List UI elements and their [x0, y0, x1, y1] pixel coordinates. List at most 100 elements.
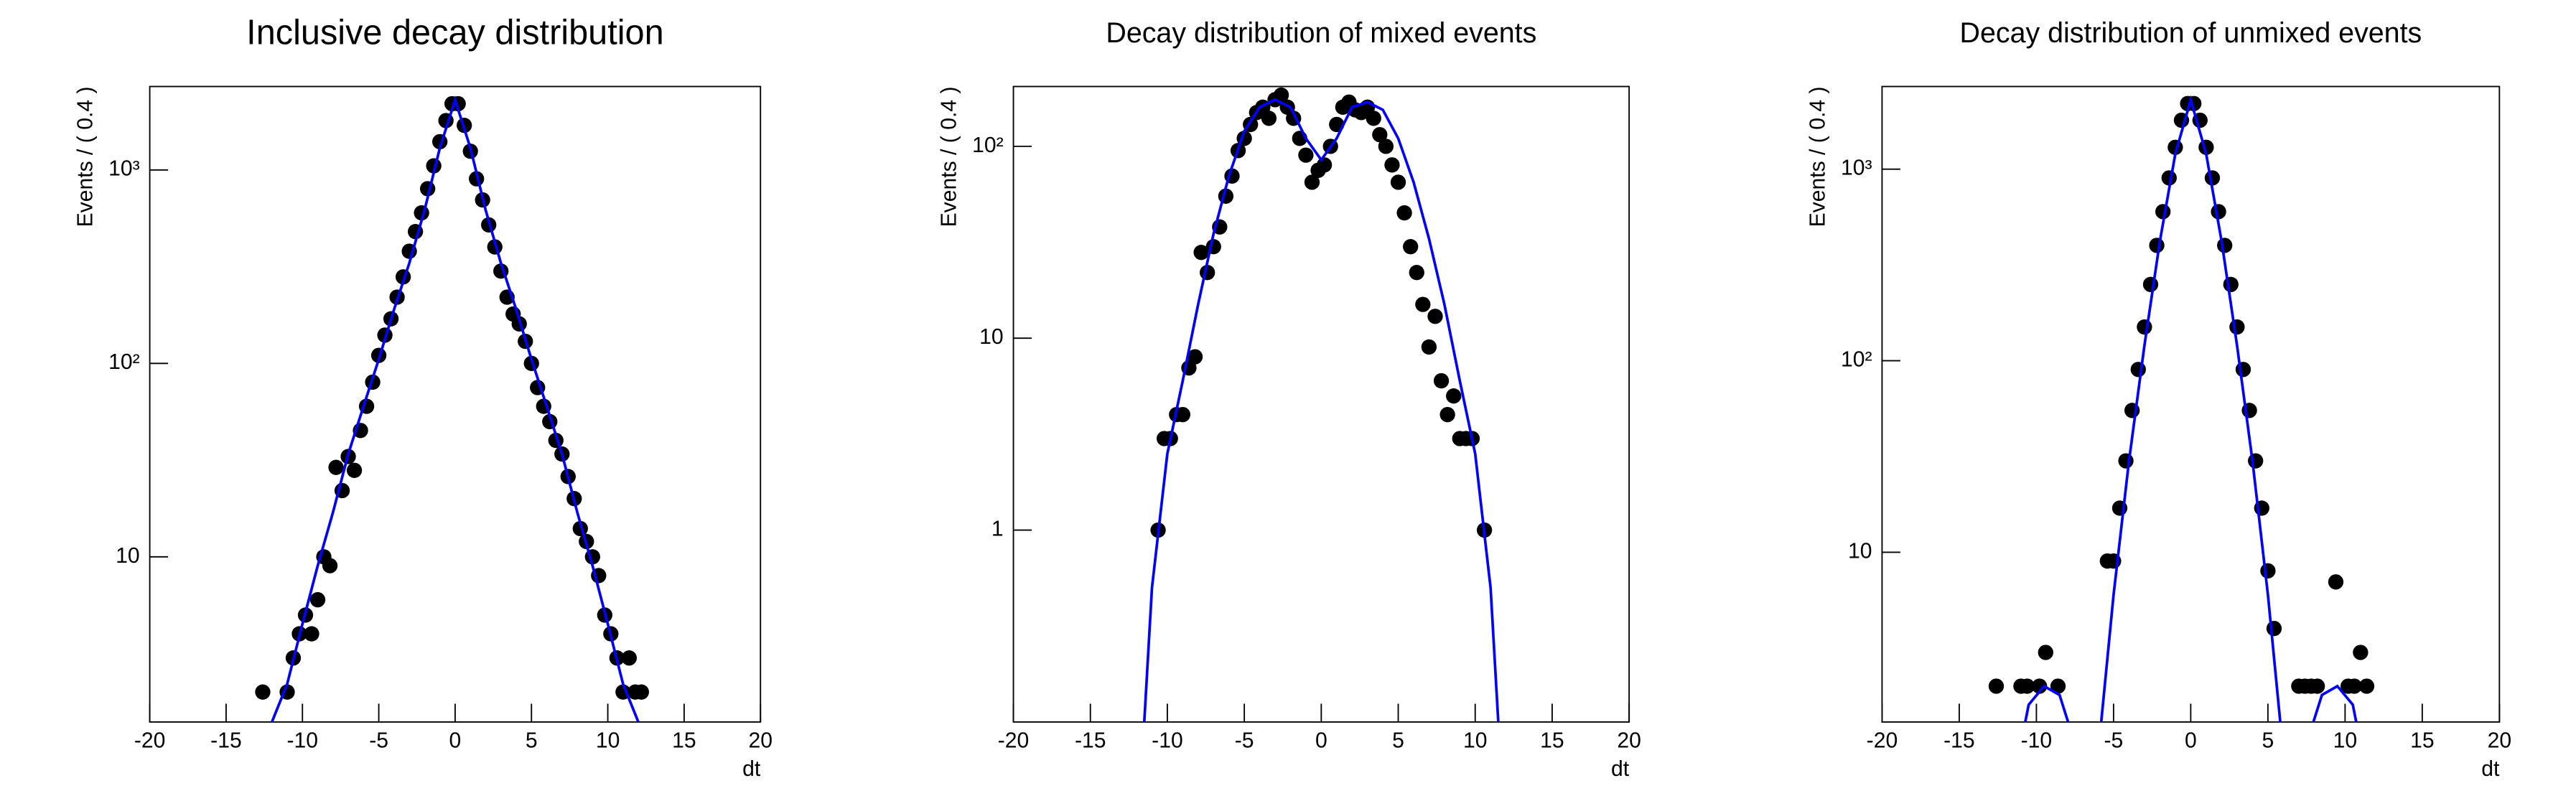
data-point [2050, 678, 2066, 694]
x-tick-label: 10 [1463, 729, 1488, 753]
y-tick-label: 10² [108, 350, 140, 374]
data-point [2130, 362, 2146, 378]
x-tick-label: -20 [1867, 729, 1898, 753]
data-point [2346, 678, 2362, 694]
y-tick-label: 1 [991, 517, 1004, 541]
data-point [1205, 239, 1221, 255]
data-point [2310, 678, 2325, 694]
x-tick-label: 0 [1315, 729, 1327, 753]
y-tick-label: 10 [979, 325, 1004, 349]
y-tick-label: 10³ [1841, 156, 1872, 180]
data-point [1298, 147, 1314, 163]
data-point [2328, 574, 2344, 590]
data-point [322, 558, 338, 573]
x-tick-label: -10 [286, 729, 318, 753]
data-point [469, 171, 485, 187]
y-tick-label: 10 [116, 544, 140, 568]
y-tick-label: 10³ [108, 157, 140, 181]
x-tick-label: 0 [2185, 729, 2197, 753]
data-point [2358, 678, 2375, 694]
data-point [2353, 645, 2369, 660]
x-tick-label: 10 [2333, 729, 2358, 753]
x-tick-label: -15 [1943, 729, 1975, 753]
panel: Decay distribution of mixed events -20 -15… [937, 17, 1641, 781]
fit-curve [2024, 95, 2358, 722]
data-point [1396, 205, 1412, 221]
chart-title: Decay distribution of mixed events [1106, 17, 1536, 49]
x-tick-label: 15 [672, 729, 696, 753]
y-tick-label: 10 [1848, 539, 1872, 563]
data-point [1403, 239, 1419, 255]
x-axis-label: dt [742, 757, 761, 781]
data-point [1439, 406, 1455, 423]
data-point [2248, 453, 2264, 469]
data-point [2149, 238, 2165, 253]
chart-title: Decay distribution of unmixed events [1960, 17, 2422, 49]
data-point [1187, 349, 1203, 365]
x-tick-label: 15 [2410, 729, 2435, 753]
data-point [328, 459, 344, 475]
data-point [2118, 453, 2134, 469]
x-tick-label: 20 [2488, 729, 2512, 753]
data-point [304, 626, 319, 642]
data-point [2229, 319, 2245, 335]
fit-curve [271, 95, 640, 722]
data-point [2266, 620, 2282, 637]
data-point [2137, 319, 2152, 335]
data-point [1378, 139, 1394, 154]
data-point [255, 684, 271, 700]
data-point [1372, 126, 1388, 143]
x-tick-label: -5 [369, 729, 388, 753]
data-point [2217, 238, 2233, 253]
x-tick-label: -15 [1075, 729, 1106, 753]
data-point [346, 462, 363, 478]
data-point [1273, 87, 1289, 103]
data-point [1415, 296, 1431, 312]
fit-curve [1142, 98, 1500, 722]
data-point [309, 591, 326, 608]
data-point [1409, 265, 1424, 281]
data-point [1316, 157, 1333, 173]
y-axis-label: Events / ( 0.4 ) [73, 87, 97, 228]
x-tick-label: 5 [1392, 729, 1404, 753]
data-point [1390, 174, 1406, 190]
data-point [2038, 645, 2053, 660]
x-tick-label: -20 [134, 729, 166, 753]
y-tick-label: 10² [972, 134, 1004, 157]
x-tick-label: 20 [748, 729, 773, 753]
data-point [1427, 309, 1443, 324]
panels: Inclusive decay distribution -20 -15 -10 -5 0… [73, 14, 2512, 782]
data-point [2019, 678, 2035, 694]
data-point [1421, 339, 1437, 355]
data-point [633, 684, 650, 700]
x-axis-label: dt [2481, 757, 2500, 781]
data-point [1988, 678, 2005, 694]
x-tick-label: -5 [2104, 729, 2123, 753]
panel: Inclusive decay distribution -20 -15 -10 -5 0… [73, 14, 773, 782]
panel: Decay distribution of unmixed events -20 -… [1806, 17, 2512, 781]
data-point [1366, 111, 1381, 126]
data-point [1193, 245, 1209, 261]
x-tick-label: -20 [998, 729, 1030, 753]
x-tick-label: -10 [2021, 729, 2053, 753]
data-point [2223, 276, 2239, 293]
y-tick-label: 10² [1841, 348, 1872, 372]
x-tick-label: 10 [596, 729, 620, 753]
data-point [2235, 362, 2251, 378]
x-tick-label: -15 [210, 729, 242, 753]
data-point [1261, 111, 1277, 126]
x-tick-label: -10 [1152, 729, 1183, 753]
data-point [1175, 406, 1191, 423]
x-tick-label: -5 [1235, 729, 1254, 753]
x-tick-label: 5 [2262, 729, 2274, 753]
x-tick-label: 5 [526, 729, 538, 753]
x-axis-label: dt [1611, 757, 1630, 781]
data-point [2032, 678, 2048, 694]
x-tick-label: 0 [449, 729, 462, 753]
x-tick-label: 20 [1617, 729, 1641, 753]
x-tick-label: 15 [1540, 729, 1564, 753]
data-point [621, 650, 638, 666]
y-axis-label: Events / ( 0.4 ) [937, 87, 961, 228]
